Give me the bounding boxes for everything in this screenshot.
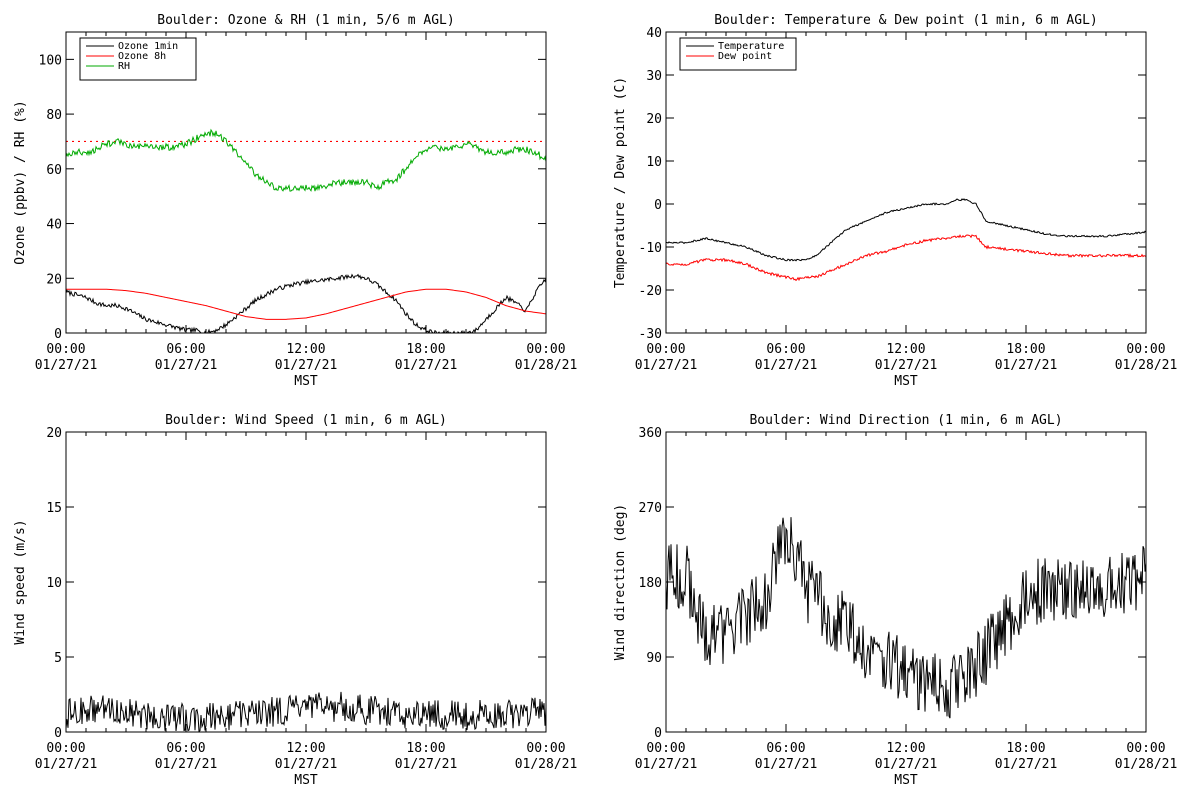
y-tick-label: 0 bbox=[654, 198, 662, 213]
x-tick-label-date: 01/27/21 bbox=[995, 757, 1058, 772]
series-temperature bbox=[666, 198, 1146, 262]
legend-box bbox=[79, 37, 197, 81]
y-tick-label: 360 bbox=[639, 426, 662, 441]
y-axis-label: Wind direction (deg) bbox=[613, 504, 628, 661]
x-tick-label-time: 00:00 bbox=[526, 342, 565, 357]
plot-frame bbox=[65, 431, 547, 733]
x-tick-label-time: 06:00 bbox=[166, 741, 205, 756]
series-ozone-8h bbox=[66, 288, 546, 320]
y-tick-label: 270 bbox=[639, 501, 662, 516]
x-tick-label-time: 18:00 bbox=[406, 342, 445, 357]
y-tick-label: 5 bbox=[54, 651, 62, 666]
x-axis-label: MST bbox=[294, 374, 318, 389]
x-tick-label-time: 00:00 bbox=[1126, 342, 1165, 357]
y-tick-label: 20 bbox=[646, 112, 662, 127]
series-dew-point bbox=[666, 234, 1146, 282]
y-tick-label: 20 bbox=[46, 272, 62, 287]
y-tick-label: -20 bbox=[639, 284, 662, 299]
x-tick-label-time: 00:00 bbox=[46, 741, 85, 756]
y-axis-label: Wind speed (m/s) bbox=[13, 519, 28, 644]
x-tick-label-date: 01/28/21 bbox=[515, 358, 578, 373]
x-tick-label-time: 00:00 bbox=[526, 741, 565, 756]
x-tick-label-time: 06:00 bbox=[766, 342, 805, 357]
y-tick-label: 180 bbox=[639, 576, 662, 591]
plot-frame bbox=[65, 31, 547, 334]
x-tick-label-time: 12:00 bbox=[286, 741, 325, 756]
x-tick-label-date: 01/27/21 bbox=[35, 358, 98, 373]
x-tick-label-date: 01/27/21 bbox=[395, 757, 458, 772]
legend-label: RH bbox=[118, 61, 130, 72]
y-tick-label: 0 bbox=[54, 726, 62, 741]
legend-label: Temperature bbox=[718, 41, 784, 52]
legend-box bbox=[679, 37, 797, 71]
series-ozone-1min bbox=[66, 273, 546, 333]
y-tick-label: 15 bbox=[46, 501, 62, 516]
x-tick-label-time: 18:00 bbox=[1006, 342, 1045, 357]
series-line bbox=[666, 517, 1146, 719]
x-tick-label-date: 01/27/21 bbox=[155, 757, 218, 772]
plot-frame bbox=[665, 431, 1147, 733]
chart-title: Boulder: Temperature & Dew point (1 min,… bbox=[714, 13, 1098, 28]
x-tick-label-date: 01/27/21 bbox=[995, 358, 1058, 373]
y-tick-label: 90 bbox=[646, 651, 662, 666]
x-tick-label-date: 01/27/21 bbox=[875, 757, 938, 772]
x-tick-label-date: 01/27/21 bbox=[635, 757, 698, 772]
x-tick-label-time: 18:00 bbox=[1006, 741, 1045, 756]
y-tick-label: 100 bbox=[39, 53, 62, 68]
x-tick-label-date: 01/27/21 bbox=[35, 757, 98, 772]
chart-title: Boulder: Ozone & RH (1 min, 5/6 m AGL) bbox=[157, 13, 454, 28]
y-tick-label: 40 bbox=[46, 218, 62, 233]
x-tick-label-date: 01/28/21 bbox=[1115, 358, 1178, 373]
x-tick-label-time: 06:00 bbox=[166, 342, 205, 357]
series-line bbox=[66, 691, 546, 732]
x-tick-label-time: 00:00 bbox=[1126, 741, 1165, 756]
x-tick-label-date: 01/28/21 bbox=[515, 757, 578, 772]
x-tick-label-time: 12:00 bbox=[286, 342, 325, 357]
x-tick-label-time: 12:00 bbox=[886, 342, 925, 357]
x-tick-label-date: 01/27/21 bbox=[755, 757, 818, 772]
x-tick-label-time: 00:00 bbox=[46, 342, 85, 357]
x-axis-label: MST bbox=[294, 773, 318, 788]
y-tick-label: 0 bbox=[54, 327, 62, 342]
y-tick-label: -10 bbox=[639, 241, 662, 256]
y-tick-label: 0 bbox=[654, 726, 662, 741]
chart-panel-2: Boulder: Temperature & Dew point (1 min,… bbox=[613, 13, 1177, 389]
y-tick-label: 20 bbox=[46, 426, 62, 441]
y-tick-label: 80 bbox=[46, 108, 62, 123]
y-axis-label: Ozone (ppbv) / RH (%) bbox=[13, 100, 28, 264]
chart-title: Boulder: Wind Direction (1 min, 6 m AGL) bbox=[749, 413, 1062, 428]
legend-label: Dew point bbox=[718, 51, 772, 62]
x-axis-label: MST bbox=[894, 374, 918, 389]
x-tick-label-date: 01/27/21 bbox=[875, 358, 938, 373]
chart-panel-4: Boulder: Wind Direction (1 min, 6 m AGL)… bbox=[613, 413, 1177, 788]
y-tick-label: 60 bbox=[46, 163, 62, 178]
x-tick-label-date: 01/27/21 bbox=[275, 757, 338, 772]
x-tick-label-time: 06:00 bbox=[766, 741, 805, 756]
chart-panel-3: Boulder: Wind Speed (1 min, 6 m AGL) Wind… bbox=[13, 413, 577, 788]
plot-frame bbox=[665, 31, 1147, 334]
x-tick-label-date: 01/27/21 bbox=[395, 358, 458, 373]
x-tick-label-time: 18:00 bbox=[406, 741, 445, 756]
y-tick-label: 10 bbox=[46, 576, 62, 591]
x-tick-label-date: 01/27/21 bbox=[155, 358, 218, 373]
y-tick-label: 30 bbox=[646, 69, 662, 84]
y-axis-label: Temperature / Dew point (C) bbox=[613, 77, 628, 288]
x-tick-label-date: 01/27/21 bbox=[275, 358, 338, 373]
legend-label: Ozone 8h bbox=[118, 51, 166, 62]
x-tick-label-time: 12:00 bbox=[886, 741, 925, 756]
x-tick-label-time: 00:00 bbox=[646, 342, 685, 357]
x-axis-label: MST bbox=[894, 773, 918, 788]
x-tick-label-date: 01/28/21 bbox=[1115, 757, 1178, 772]
chart-panel-1: Boulder: Ozone & RH (1 min, 5/6 m AGL) Oz… bbox=[13, 13, 577, 389]
series-rh bbox=[66, 128, 546, 192]
x-tick-label-date: 01/27/21 bbox=[755, 358, 818, 373]
y-tick-label: -30 bbox=[639, 327, 662, 342]
x-tick-label-time: 00:00 bbox=[646, 741, 685, 756]
y-tick-label: 10 bbox=[646, 155, 662, 170]
legend-label: Ozone 1min bbox=[118, 41, 178, 52]
x-tick-label-date: 01/27/21 bbox=[635, 358, 698, 373]
y-tick-label: 40 bbox=[646, 26, 662, 41]
chart-title: Boulder: Wind Speed (1 min, 6 m AGL) bbox=[165, 413, 447, 428]
